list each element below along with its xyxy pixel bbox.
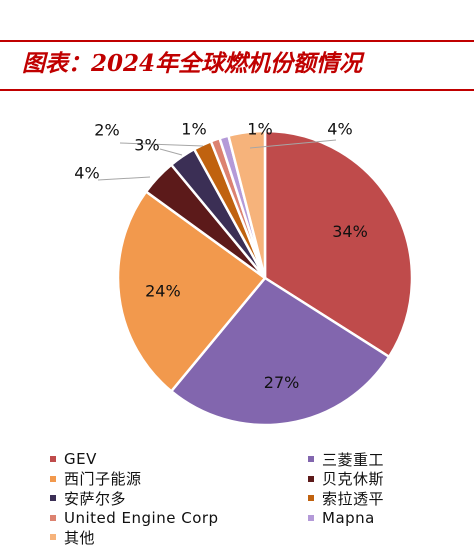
legend-swatch [50, 495, 56, 501]
chart-title: 图表：2024年全球燃机份额情况 [22, 50, 363, 77]
leader-line [249, 139, 337, 149]
legend-label: 西门子能源 [64, 470, 142, 488]
leader-line [97, 176, 151, 181]
data-label: 27% [264, 373, 300, 392]
pie-slices [116, 129, 414, 427]
legend-item-item-8: 其他 [50, 527, 95, 547]
legend-swatch [308, 514, 314, 521]
chart-legend: GEV 三菱重工西门子能源 贝克休斯安萨尔多 索拉透平 United Engine Co… [50, 449, 460, 547]
legend-item-united-engine-corp: United Engine Corp [50, 508, 219, 528]
legend-label: 其他 [64, 528, 96, 547]
pie-chart: 34% 27% 24% 4% 3% 2% 1% 1% 4% [74, 120, 414, 427]
legend-swatch [308, 495, 314, 501]
title-bottom-rule [0, 89, 474, 91]
legend-swatch [50, 534, 56, 540]
legend-label: 安萨尔多 [64, 489, 127, 508]
pie-slice-item-2 [116, 190, 267, 393]
legend-swatch [50, 475, 56, 482]
legend-label: 三菱重工 [322, 450, 385, 469]
legend-item-item-4: 安萨尔多 [50, 488, 126, 508]
legend-item-item-1: 三菱重工 [308, 449, 384, 469]
leader-line [119, 142, 204, 147]
data-label: 2% [94, 121, 119, 140]
legend-item-gev: GEV [50, 449, 97, 469]
data-label: 4% [74, 164, 99, 183]
legend-label: 索拉透平 [322, 489, 385, 508]
legend-swatch [50, 456, 56, 462]
legend-label: GEV [64, 450, 97, 468]
data-label: 1% [247, 120, 272, 139]
legend-item-item-5: 索拉透平 [308, 488, 384, 508]
pie-slice-item-8 [227, 129, 267, 280]
pie-slice-item-1 [170, 276, 391, 427]
data-label: 24% [145, 281, 181, 300]
data-label: 34% [332, 222, 368, 241]
data-labels: 34% 27% 24% 4% 3% 2% 1% 1% 4% [74, 120, 367, 393]
legend-swatch [308, 456, 314, 462]
legend-swatch [308, 475, 314, 482]
legend-item-item-3: 贝克休斯 [308, 469, 384, 489]
leader-lines [97, 139, 337, 181]
leader-line [159, 148, 183, 156]
data-label: 3% [134, 136, 159, 155]
legend-label: Mapna [322, 508, 375, 527]
data-label: 1% [181, 120, 206, 139]
legend-item-mapna: Mapna [308, 508, 375, 528]
data-label: 4% [327, 120, 352, 139]
legend-label: 贝克休斯 [322, 470, 385, 488]
legend-label: United Engine Corp [64, 508, 219, 527]
legend-item-item-2: 西门子能源 [50, 469, 142, 489]
legend-swatch [50, 514, 56, 521]
title-top-rule [0, 40, 474, 42]
